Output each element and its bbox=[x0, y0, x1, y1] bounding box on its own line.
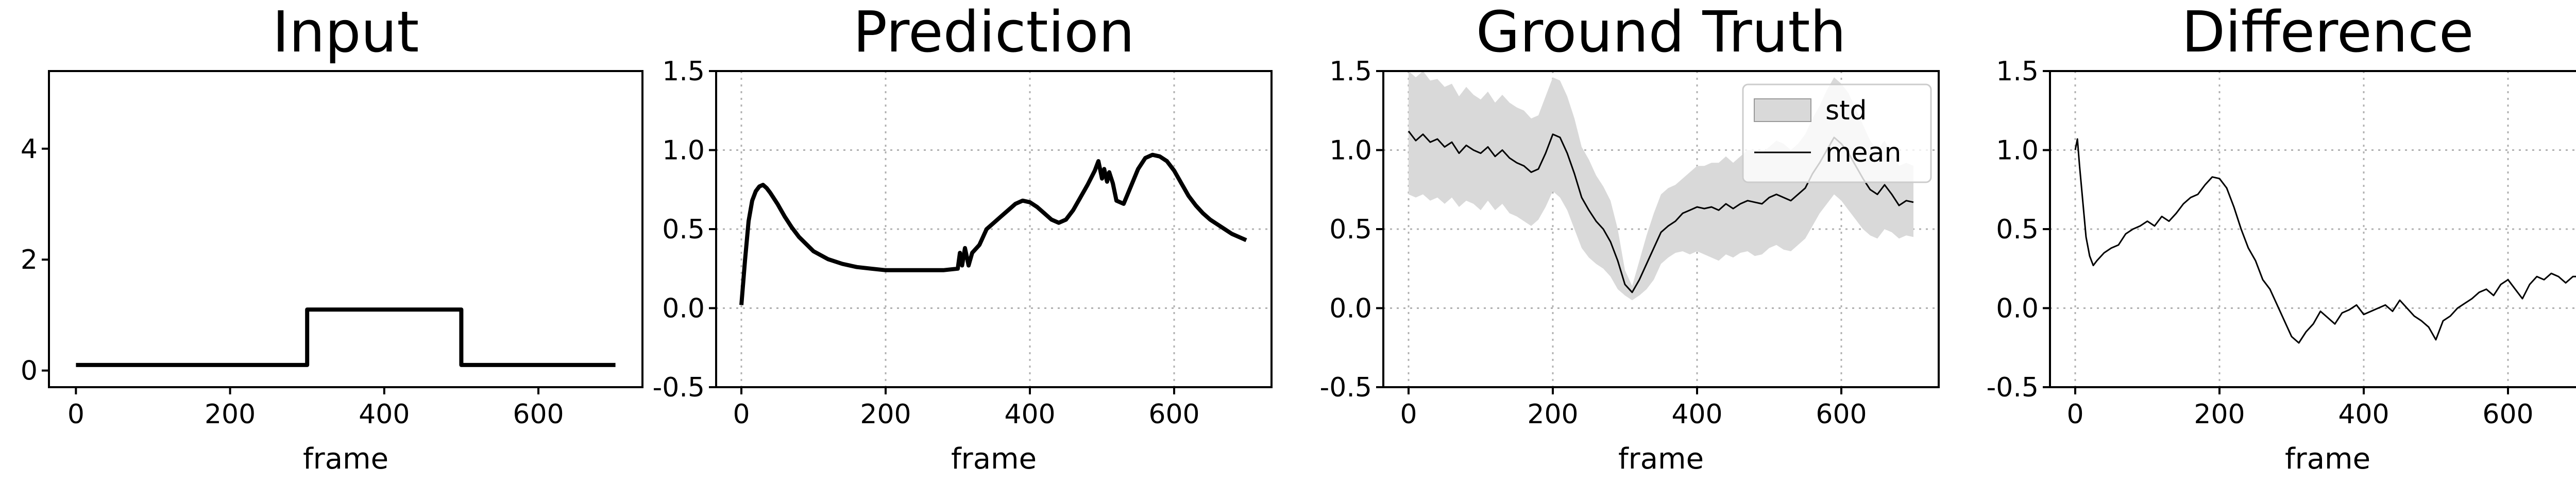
difference-y-tick-label: -0.5 bbox=[1987, 372, 2039, 403]
difference-x-tick-label: 400 bbox=[2338, 399, 2389, 430]
ground-truth-std-band bbox=[1409, 71, 1913, 301]
input-title: Input bbox=[273, 0, 419, 65]
input-y-tick-label: 4 bbox=[21, 134, 38, 165]
input-x-tick-label: 200 bbox=[205, 399, 256, 430]
prediction-y-tick-label: 0.0 bbox=[662, 293, 705, 324]
input-y-tick-label: 2 bbox=[21, 245, 38, 275]
difference-title: Difference bbox=[2181, 0, 2473, 65]
difference-y-tick-label: 0.5 bbox=[1996, 214, 2039, 245]
ground-truth-panel: Ground Truth frame 0 200 400 600 -0.5 0.0 0.5 1… bbox=[1320, 0, 1940, 476]
input-y-tick-label: 0 bbox=[21, 356, 38, 387]
ground-truth-legend-std-swatch bbox=[1754, 98, 1811, 122]
ground-truth-title: Ground Truth bbox=[1476, 0, 1846, 65]
input-x-axis-label: frame bbox=[303, 442, 388, 476]
input-axes-frame bbox=[48, 70, 643, 388]
input-x-tick-label: 0 bbox=[67, 399, 84, 430]
input-x-tick-label: 600 bbox=[513, 399, 564, 430]
prediction-y-tick-label: 0.5 bbox=[662, 214, 705, 245]
ground-truth-legend-std-label: std bbox=[1825, 95, 1867, 126]
difference-x-axis-label: frame bbox=[2285, 442, 2370, 476]
ground-truth-x-tick-label: 400 bbox=[1671, 399, 1722, 430]
ground-truth-y-tick-label: 1.5 bbox=[1329, 56, 1372, 87]
difference-x-tick-label: 600 bbox=[2482, 399, 2533, 430]
ground-truth-y-tick-label: -0.5 bbox=[1320, 372, 1372, 403]
prediction-y-tick-label: -0.5 bbox=[653, 372, 705, 403]
prediction-x-axis-label: frame bbox=[951, 442, 1037, 476]
prediction-x-tick-label: 600 bbox=[1148, 399, 1199, 430]
ground-truth-y-tick-label: 1.0 bbox=[1329, 135, 1372, 166]
difference-y-tick-label: 1.0 bbox=[1996, 135, 2039, 166]
ground-truth-legend-mean-label: mean bbox=[1825, 137, 1901, 168]
ground-truth-x-tick-label: 0 bbox=[1400, 399, 1417, 430]
difference-y-tick-label: 1.5 bbox=[1996, 56, 2039, 87]
difference-x-tick-label: 200 bbox=[2194, 399, 2245, 430]
input-x-tick-label: 400 bbox=[359, 399, 410, 430]
prediction-y-tick-label: 1.5 bbox=[662, 56, 705, 87]
ground-truth-x-tick-label: 600 bbox=[1816, 399, 1867, 430]
ground-truth-y-tick-label: 0.0 bbox=[1329, 293, 1372, 324]
difference-series-line bbox=[2074, 138, 2576, 344]
prediction-x-tick-label: 200 bbox=[860, 399, 911, 430]
difference-y-tick-label: 0.0 bbox=[1996, 293, 2039, 324]
ground-truth-x-tick-label: 200 bbox=[1527, 399, 1578, 430]
ground-truth-x-axis-label: frame bbox=[1618, 442, 1704, 476]
ground-truth-y-tick-label: 0.5 bbox=[1329, 214, 1372, 245]
input-panel: Input frame 0 200 400 600 0 2 4 bbox=[21, 0, 643, 476]
prediction-x-tick-label: 0 bbox=[733, 399, 750, 430]
input-series-line bbox=[76, 307, 616, 367]
difference-x-tick-label: 0 bbox=[2066, 399, 2083, 430]
difference-panel: Difference frame 0 200 400 600 -0.5 0.0 0.5 1.0… bbox=[1987, 0, 2576, 476]
prediction-series-line bbox=[739, 152, 1247, 305]
prediction-y-tick-label: 1.0 bbox=[662, 135, 705, 166]
prediction-panel: Prediction frame 0 200 400 600 -0.5 0.0 0.5 1.0… bbox=[653, 0, 1273, 476]
prediction-title: Prediction bbox=[853, 0, 1134, 65]
prediction-x-tick-label: 400 bbox=[1004, 399, 1055, 430]
